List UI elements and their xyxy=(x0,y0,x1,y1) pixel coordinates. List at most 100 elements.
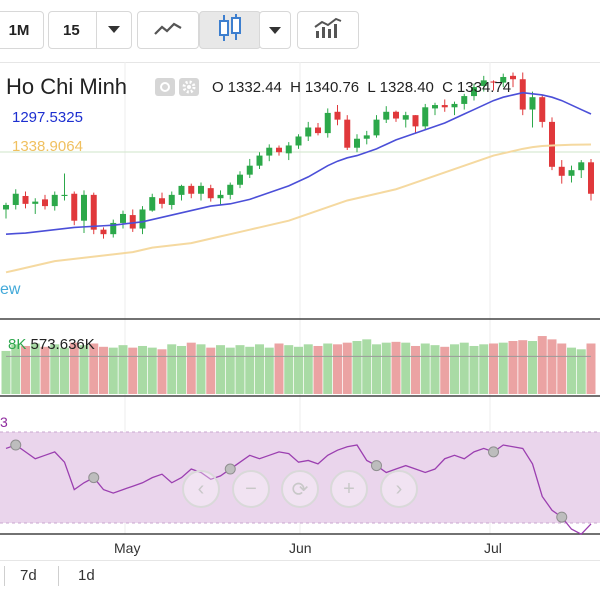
candle-up[interactable] xyxy=(578,162,585,171)
candle-up[interactable] xyxy=(373,119,380,136)
candle-down[interactable] xyxy=(549,121,555,167)
candle-down[interactable] xyxy=(315,127,321,134)
reset-button[interactable]: ⟳ xyxy=(281,470,319,508)
candle-down[interactable] xyxy=(100,229,107,235)
close-label: C xyxy=(442,79,453,96)
chart-type-dropdown[interactable] xyxy=(259,11,291,49)
candle-up[interactable] xyxy=(198,185,204,194)
candle-down[interactable] xyxy=(344,119,351,148)
candle-down[interactable] xyxy=(510,75,516,80)
x-axis-label-may: May xyxy=(114,540,141,556)
volume-bar xyxy=(138,345,147,394)
volume-bar xyxy=(333,344,342,394)
candle-up[interactable] xyxy=(3,204,9,210)
zoom-in-button[interactable]: + xyxy=(330,470,368,508)
volume-bar xyxy=(69,342,79,394)
candlestick-chart-button[interactable] xyxy=(199,11,261,49)
candle-up[interactable] xyxy=(237,174,243,185)
candle-up[interactable] xyxy=(149,197,156,211)
candle-down[interactable] xyxy=(539,97,546,122)
candle-down[interactable] xyxy=(276,147,282,153)
candle-up[interactable] xyxy=(402,115,409,120)
volume-bar xyxy=(196,344,206,394)
candle-up[interactable] xyxy=(451,103,458,108)
candle-up[interactable] xyxy=(120,213,126,223)
candle-down[interactable] xyxy=(558,166,565,176)
candle-down[interactable] xyxy=(188,185,195,194)
candle-down[interactable] xyxy=(71,193,78,221)
candle-down[interactable] xyxy=(441,105,448,108)
candle-up[interactable] xyxy=(471,87,477,97)
gear-icon[interactable] xyxy=(179,78,199,96)
volume-bar xyxy=(1,350,11,394)
volume-value: 573.636K xyxy=(30,336,95,353)
line-chart-button[interactable] xyxy=(137,11,199,49)
candle-up[interactable] xyxy=(529,97,536,110)
candle-up[interactable] xyxy=(61,194,68,196)
volume-bar xyxy=(303,344,313,394)
candle-up[interactable] xyxy=(354,138,360,148)
candle-down[interactable] xyxy=(412,115,419,127)
minus-icon: − xyxy=(245,477,257,500)
interval-select-value: 15 xyxy=(63,21,80,39)
range-7d[interactable]: 7d xyxy=(20,567,37,584)
candle-up[interactable] xyxy=(480,80,487,86)
candle-up[interactable] xyxy=(12,193,19,205)
chevron-down-icon[interactable] xyxy=(96,12,131,48)
candle-down[interactable] xyxy=(159,198,165,204)
candle-up[interactable] xyxy=(51,194,58,207)
candle-up[interactable] xyxy=(178,185,185,195)
volume-bar xyxy=(586,343,596,394)
scroll-right-button[interactable]: › xyxy=(380,470,418,508)
candle-up[interactable] xyxy=(81,194,87,221)
candle-up[interactable] xyxy=(422,107,429,127)
chevron-down-icon xyxy=(269,22,281,39)
candle-up[interactable] xyxy=(383,111,390,120)
candle-down[interactable] xyxy=(490,81,497,83)
volume-bar xyxy=(420,343,430,394)
candle-up[interactable] xyxy=(432,105,438,109)
volume-bar xyxy=(479,344,489,394)
candle-up[interactable] xyxy=(246,165,253,175)
candle-down[interactable] xyxy=(588,162,594,194)
candle-up[interactable] xyxy=(500,76,507,83)
candle-up[interactable] xyxy=(461,96,468,104)
ma1-line xyxy=(5,91,592,235)
range-1d[interactable]: 1d xyxy=(78,567,95,584)
candle-up[interactable] xyxy=(295,136,302,146)
candle-down[interactable] xyxy=(129,215,136,229)
candle-down[interactable] xyxy=(393,111,399,119)
volume-bar xyxy=(40,346,50,394)
indicators-button[interactable] xyxy=(297,11,359,49)
candle-down[interactable] xyxy=(90,194,97,230)
candle-down[interactable] xyxy=(334,111,341,120)
candle-up[interactable] xyxy=(168,194,175,205)
volume-legend: 8K 573.636K xyxy=(8,336,95,353)
rsi-legend: 3 xyxy=(0,414,8,430)
eye-icon[interactable] xyxy=(155,78,175,96)
candle-up[interactable] xyxy=(285,145,292,154)
open-label: O xyxy=(212,79,224,96)
candle-up[interactable] xyxy=(363,135,370,139)
candle-up[interactable] xyxy=(324,112,331,134)
zoom-out-button[interactable]: − xyxy=(232,470,270,508)
candle-up[interactable] xyxy=(256,155,263,166)
candle-up[interactable] xyxy=(227,184,234,195)
candle-down[interactable] xyxy=(207,188,214,199)
candle-down[interactable] xyxy=(42,199,48,207)
candle-up[interactable] xyxy=(139,209,146,229)
candle-up[interactable] xyxy=(568,170,575,176)
candle-up[interactable] xyxy=(266,147,273,156)
interval-select[interactable]: 15 xyxy=(48,11,132,49)
candle-down[interactable] xyxy=(22,195,29,204)
volume-label: 8K xyxy=(8,336,27,353)
view-label[interactable]: ew xyxy=(0,281,21,298)
candle-up[interactable] xyxy=(32,201,39,204)
scroll-left-button[interactable]: ‹ xyxy=(182,470,220,508)
interval-1m-button[interactable]: 1M xyxy=(0,11,44,49)
candle-up[interactable] xyxy=(305,127,312,137)
candle-down[interactable] xyxy=(519,79,526,110)
plus-icon: + xyxy=(343,477,355,500)
candle-up[interactable] xyxy=(110,222,117,235)
candle-up[interactable] xyxy=(217,194,224,199)
